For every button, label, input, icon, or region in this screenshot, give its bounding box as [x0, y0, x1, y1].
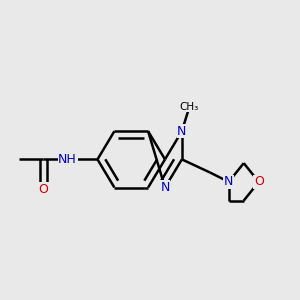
Text: NH: NH: [58, 153, 77, 166]
Text: N: N: [177, 125, 187, 138]
Text: N: N: [224, 176, 233, 188]
Text: N: N: [160, 181, 170, 194]
Text: O: O: [38, 183, 48, 196]
Text: CH₃: CH₃: [180, 102, 199, 112]
Text: O: O: [254, 176, 264, 188]
